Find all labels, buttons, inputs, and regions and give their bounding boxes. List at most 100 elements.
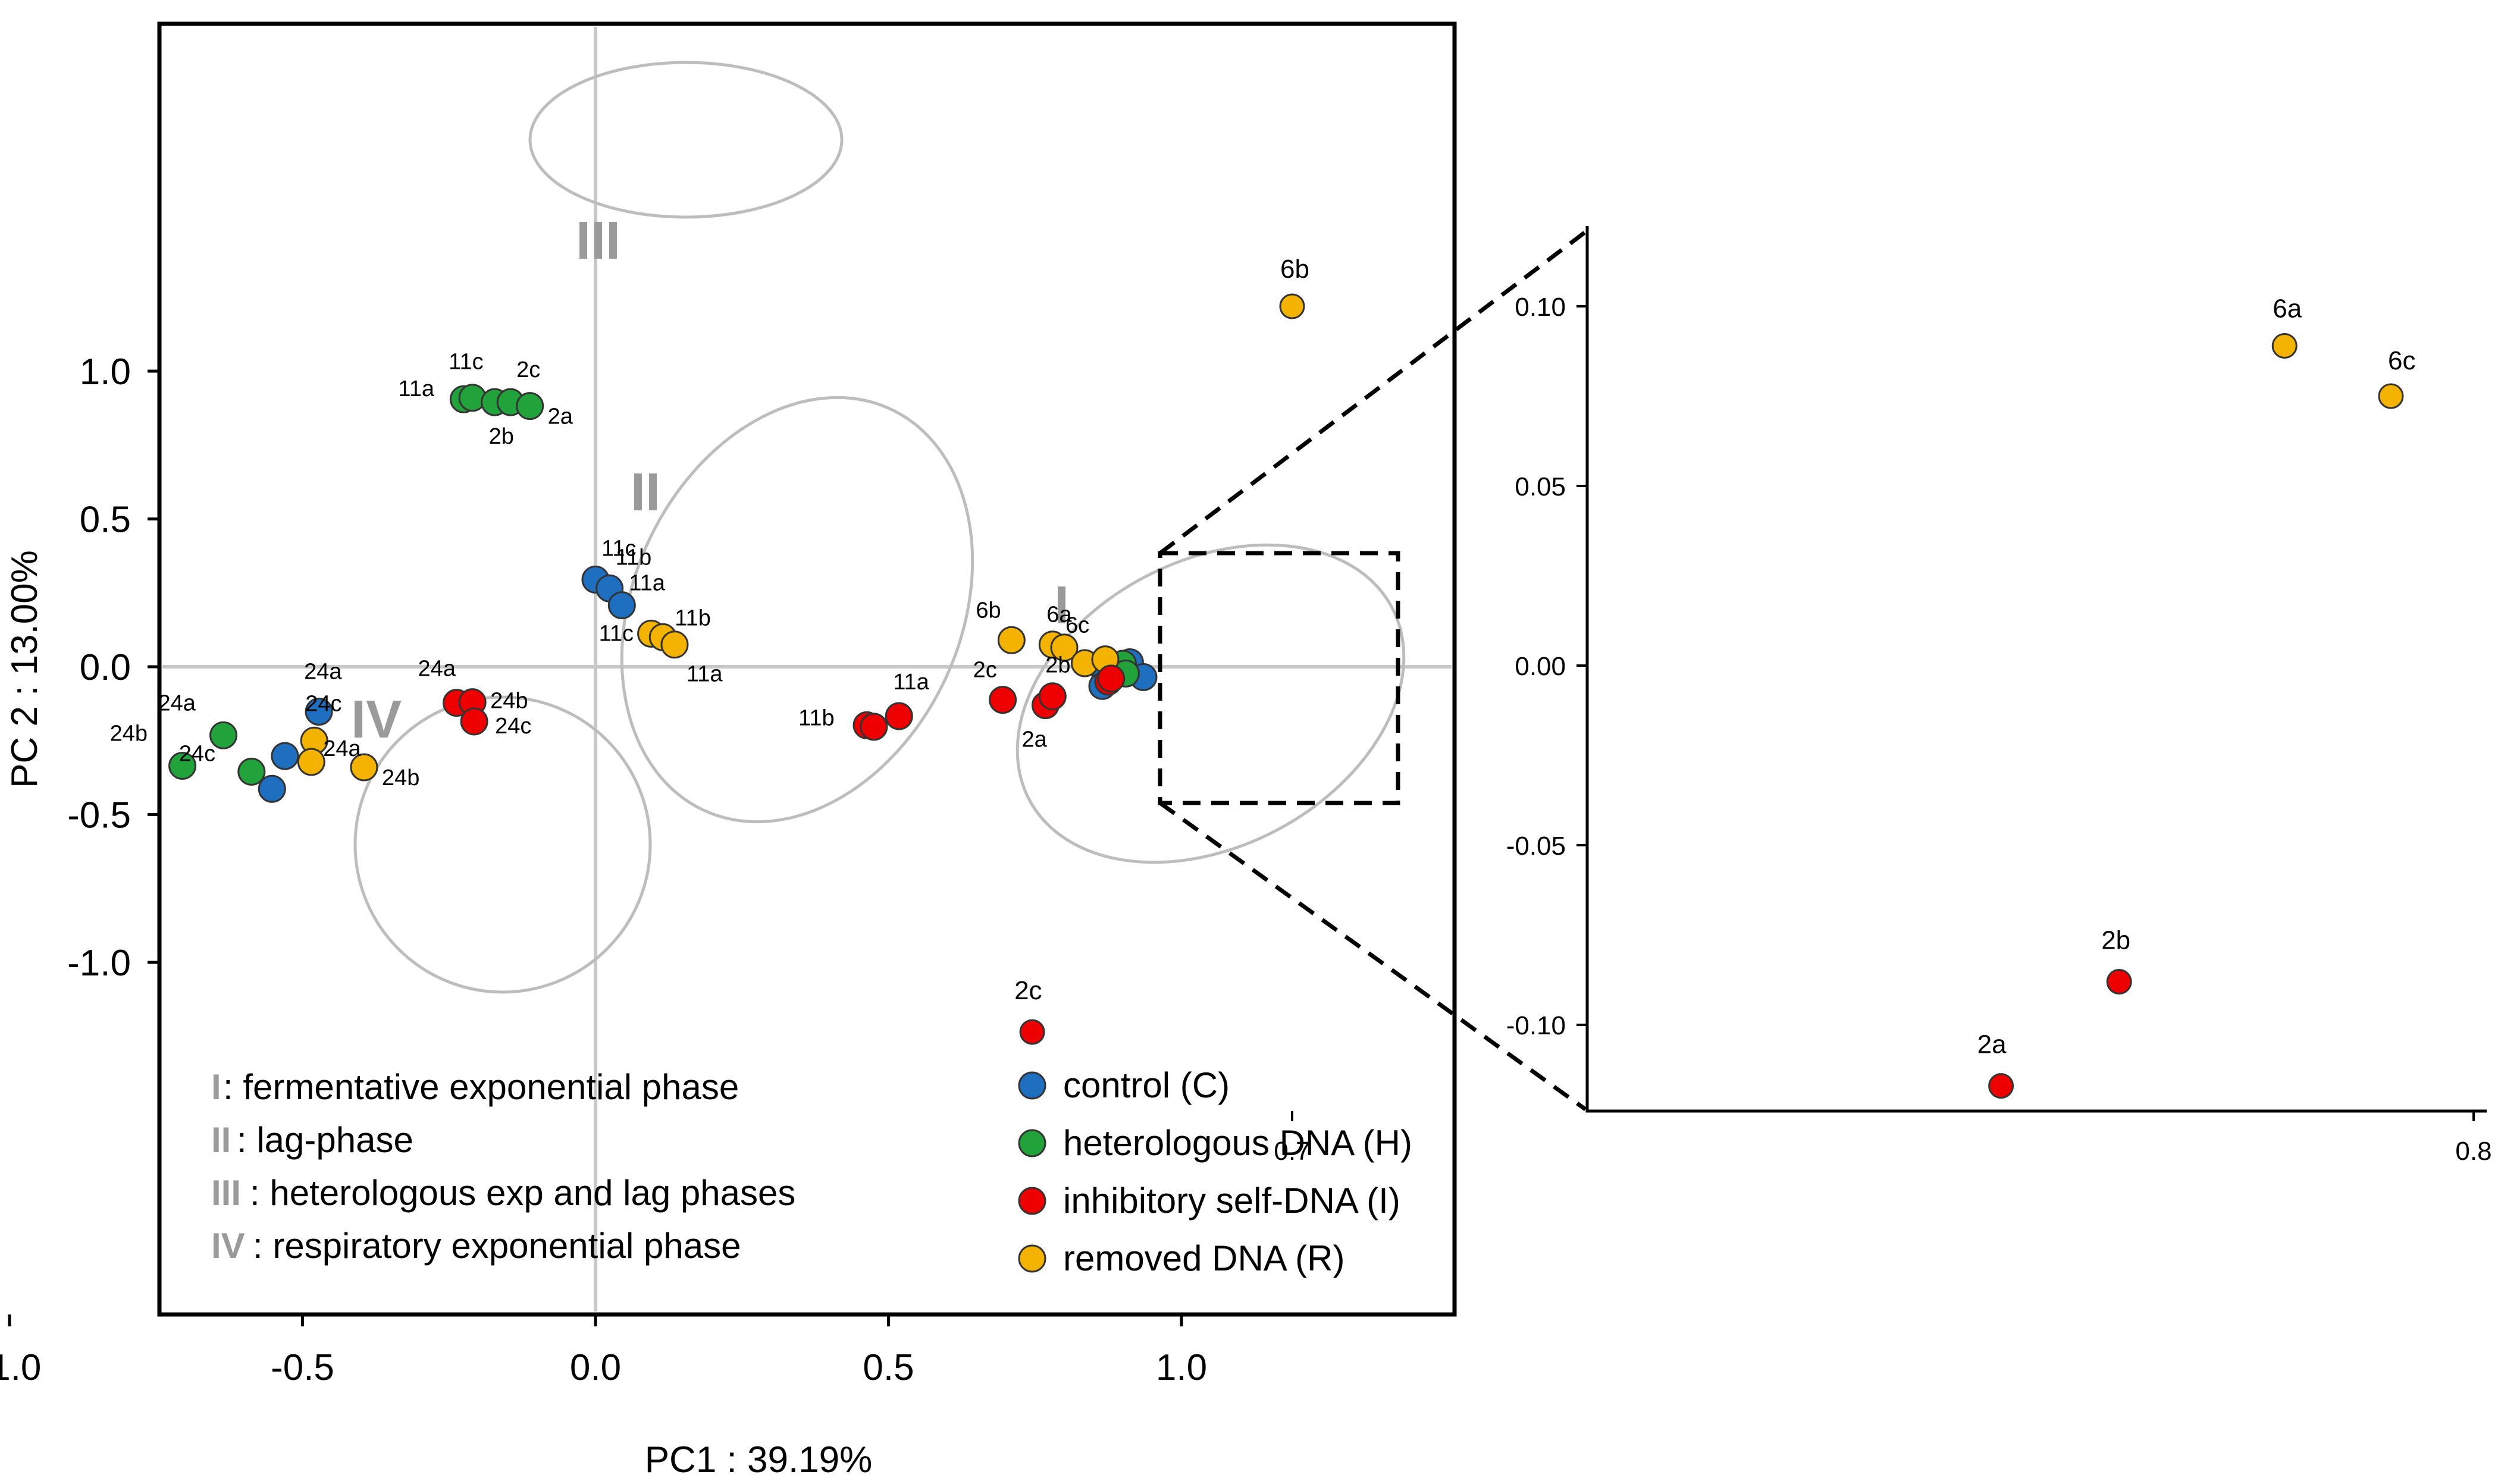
main-plot-frame (157, 21, 1457, 1317)
zoom-point-label: 2c (1014, 976, 1042, 1005)
zoom-point-I (1019, 1019, 1045, 1045)
point-H (237, 757, 266, 786)
point-label: 11a (687, 662, 723, 687)
phase-item: III : heterologous exp and lag phases (211, 1173, 795, 1213)
zoom-x-tick-label: 0.7 (1274, 1137, 1310, 1166)
point-label: 6b (976, 598, 1001, 623)
legend: control (C) heterologous DNA (H) inhibit… (1018, 1065, 1412, 1278)
cluster-label-IV: IV (351, 690, 402, 749)
point-label: 24b (382, 765, 419, 790)
point-label: 11c (599, 621, 634, 646)
point-R (997, 626, 1026, 654)
cluster-ellipse-II (620, 396, 974, 824)
phase-item: II : lag-phase (211, 1120, 413, 1160)
phase-legend: I : fermentative exponential phase II : … (211, 1067, 795, 1266)
phase-num: I (211, 1067, 221, 1107)
point-H (516, 392, 544, 421)
legend-marker (1018, 1244, 1046, 1273)
zoom-point-label: 6a (2273, 294, 2302, 323)
y-tick-label: -1.0 (67, 943, 131, 984)
zoom-point-I (2106, 969, 2132, 995)
point-label: 24c (305, 691, 341, 716)
point-label: 24a (418, 657, 456, 682)
point-label: 11b (616, 545, 652, 570)
point-I (989, 686, 1017, 714)
point-label: 24b (490, 689, 528, 714)
zoom-point-R (2378, 383, 2404, 409)
zoom-points-layer (1019, 293, 2404, 1099)
cluster-label-I: I (1054, 576, 1069, 635)
point-I (1097, 664, 1126, 693)
zoom-y-tick-label: -0.05 (1506, 832, 1566, 861)
point-I (885, 702, 913, 730)
y-tick-label: 0.5 (80, 500, 131, 541)
legend-item-heterologous: heterologous DNA (H) (1018, 1123, 1412, 1163)
point-I (1038, 682, 1067, 711)
zoom-selection-box (1158, 551, 1400, 805)
point-label: 11a (629, 571, 665, 596)
point-label: 2a (1021, 727, 1047, 752)
point-label: 24c (495, 714, 531, 739)
x-tick-label: 0.0 (570, 1347, 621, 1388)
x-tick-label: -1.0 (0, 1347, 41, 1388)
point-label: 2b (489, 424, 514, 449)
point-label: 11b (798, 705, 835, 730)
legend-item-control: control (C) (1018, 1065, 1230, 1105)
phase-num: IV (211, 1226, 245, 1266)
point-label: 2c (973, 658, 997, 683)
legend-label: control (C) (1063, 1065, 1230, 1105)
zoom-connector-top (1158, 230, 1587, 555)
cluster-ellipse-I (1016, 543, 1406, 864)
zoom-point-R (2271, 332, 2298, 359)
zoom-y-tick-label: -0.10 (1506, 1011, 1566, 1040)
main-y-ticks: 1.0 0.5 0.0 -0.5 -1.0 (67, 352, 159, 984)
phase-text: : lag-phase (237, 1120, 413, 1160)
point-label: 11a (398, 377, 434, 401)
cluster-ellipse-IV (353, 695, 652, 994)
legend-marker (1018, 1129, 1046, 1157)
legend-label: inhibitory self-DNA (I) (1063, 1181, 1400, 1221)
zoom-point-R (1279, 293, 1305, 319)
point-label: 2b (1045, 653, 1070, 678)
zoom-point-label: 2a (1977, 1030, 2007, 1059)
zoom-y-tick-label: 0.00 (1515, 652, 1566, 681)
main-plot: III II IV I 11c11b11a24a11a11c2b2c2a24a2… (0, 21, 1457, 1480)
point-C (271, 742, 299, 770)
main-points-layer (168, 384, 1158, 803)
point-I (460, 707, 488, 736)
main-point-labels-layer: 11c11b11a24a11a11c2b2c2a24a24b24c11c11b1… (110, 350, 1090, 790)
zoom-point-labels-layer: 6b6a6c2a2c2b6a6c6b2b2a2c6b6a6c6b6c6a2b2c… (1014, 255, 2415, 1059)
point-label: 2a (548, 404, 573, 429)
point-label: 11c (601, 536, 636, 561)
point-R (1050, 633, 1079, 662)
phase-text: : heterologous exp and lag phases (250, 1173, 795, 1213)
y-axis-title: PC 2 : 13.00% (4, 550, 45, 788)
main-x-ticks: -1.0 -0.5 0.0 0.5 1.0 (0, 1314, 1207, 1388)
zoom-axes (1585, 226, 2487, 1113)
point-R (350, 753, 378, 782)
zoom-plot: 6b6a6c2a2c2b6a6c6b2b2a2c6b6a6c6b6c6a2b2c… (1014, 226, 2492, 1166)
zoom-point-label: 6b (1280, 255, 1309, 284)
zoom-point-label: 6c (2388, 346, 2415, 375)
legend-item-inhibitory: inhibitory self-DNA (I) (1018, 1181, 1400, 1221)
zoom-point-label: 2b (2101, 926, 2130, 955)
point-label: 24a (158, 691, 196, 716)
point-label: 6a (1046, 603, 1072, 628)
point-label: 24a (304, 660, 342, 685)
y-tick-label: 1.0 (80, 352, 131, 393)
x-axis-title: PC1 : 39.19% (645, 1439, 873, 1480)
x-tick-label: 1.0 (1156, 1347, 1207, 1388)
point-H (209, 721, 238, 749)
legend-marker (1018, 1071, 1046, 1100)
phase-num: III (211, 1173, 241, 1213)
x-tick-label: -0.5 (271, 1347, 334, 1388)
zoom-connector-bottom (1158, 801, 1587, 1111)
point-H (168, 751, 197, 780)
point-label: 6c (1065, 613, 1089, 638)
legend-label: removed DNA (R) (1063, 1238, 1344, 1278)
y-tick-label: 0.0 (80, 647, 131, 688)
point-C (305, 698, 333, 726)
zoom-y-tick-label: 0.05 (1515, 472, 1566, 501)
legend-label: heterologous DNA (H) (1063, 1123, 1412, 1163)
